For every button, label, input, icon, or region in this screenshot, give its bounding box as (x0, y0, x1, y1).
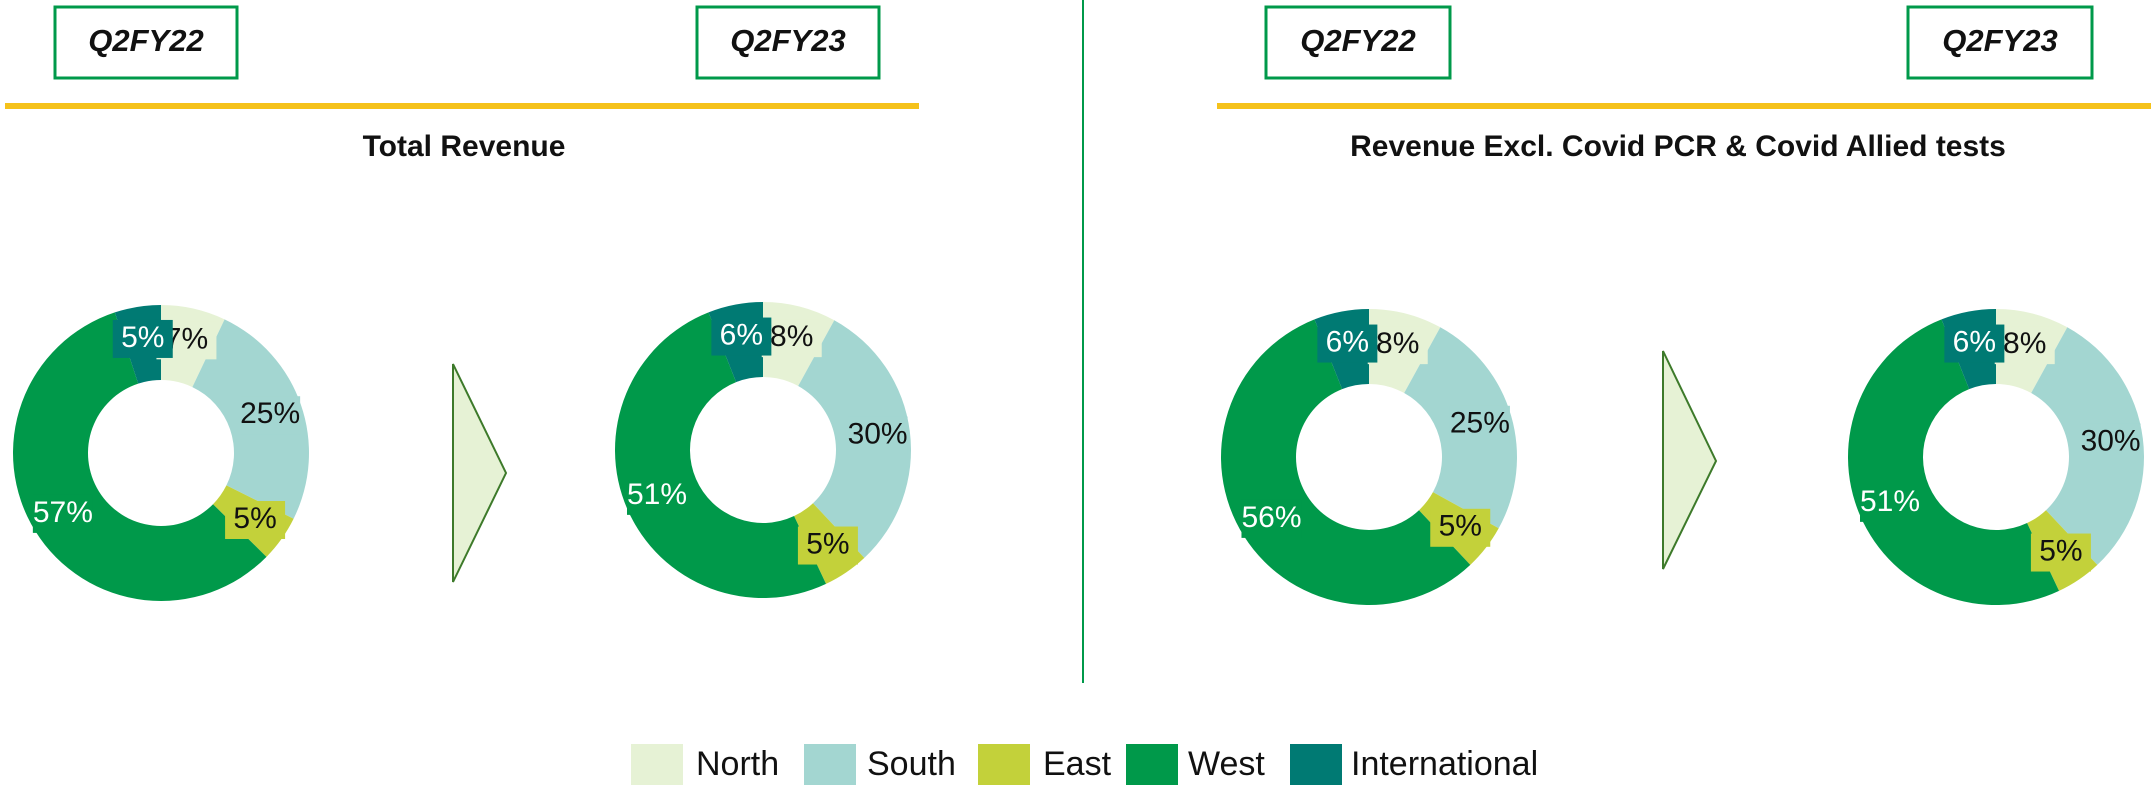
data-label: 6% (1953, 325, 1996, 358)
legend-label: South (867, 745, 956, 783)
label-bg (1317, 324, 1378, 363)
data-label: 5% (121, 321, 164, 354)
legend-swatch (978, 744, 1030, 785)
legend-swatch (804, 744, 856, 785)
legend-swatch (1126, 744, 1178, 785)
data-label: 25% (240, 397, 300, 430)
label-bg (112, 319, 173, 358)
data-label: 6% (720, 318, 763, 351)
label-bg (225, 500, 286, 539)
legend-label: International (1351, 745, 1538, 783)
data-label: 51% (627, 478, 687, 511)
data-label: 5% (2039, 534, 2082, 567)
data-label: 30% (2081, 424, 2141, 457)
header-box (53, 5, 239, 80)
label-bg (761, 319, 822, 358)
data-label: 56% (1241, 501, 1301, 534)
label-bg (2080, 423, 2141, 462)
header-box (695, 5, 881, 80)
label-bg (1241, 499, 1302, 538)
data-label: 8% (2003, 327, 2046, 360)
data-label: 5% (1439, 510, 1482, 543)
header: Q2FY22 (88, 23, 203, 58)
legend-label: East (1043, 745, 1112, 783)
panel-title: Total Revenue (363, 130, 566, 163)
label-bg (711, 317, 772, 356)
label-bg (797, 526, 858, 565)
data-label: 30% (848, 417, 908, 450)
label-bg (1994, 326, 2055, 365)
label-bg (1449, 405, 1510, 444)
header: Q2FY23 (730, 23, 845, 58)
data-label: 5% (806, 527, 849, 560)
slice (615, 312, 827, 598)
header-box (1906, 5, 2094, 80)
header-box (1264, 5, 1452, 80)
label-bg (626, 476, 687, 515)
data-label: 8% (770, 320, 813, 353)
arrow (452, 363, 508, 583)
header: Q2FY22 (1300, 23, 1415, 58)
arrow (1662, 350, 1718, 570)
data-label: 51% (1860, 485, 1920, 518)
data-label: 25% (1450, 407, 1510, 440)
data-label: 6% (1326, 325, 1369, 358)
data-label: 5% (233, 502, 276, 535)
label-bg (847, 416, 908, 455)
label-bg (1367, 326, 1428, 365)
legend-swatch (1290, 744, 1342, 785)
legend-swatch (631, 744, 683, 785)
header: Q2FY23 (1942, 23, 2057, 58)
data-label: 8% (1376, 327, 1419, 360)
label-bg (1430, 508, 1491, 547)
slice (1848, 319, 2060, 605)
legend-label: West (1188, 745, 1265, 783)
panel-title: Revenue Excl. Covid PCR & Covid Allied t… (1350, 130, 2006, 163)
label-bg (1944, 324, 2005, 363)
label-bg (1859, 483, 1920, 522)
label-bg (240, 396, 301, 435)
data-label: 57% (33, 496, 93, 529)
legend-label: North (696, 745, 779, 783)
label-bg (32, 494, 93, 533)
label-bg (2030, 533, 2091, 572)
